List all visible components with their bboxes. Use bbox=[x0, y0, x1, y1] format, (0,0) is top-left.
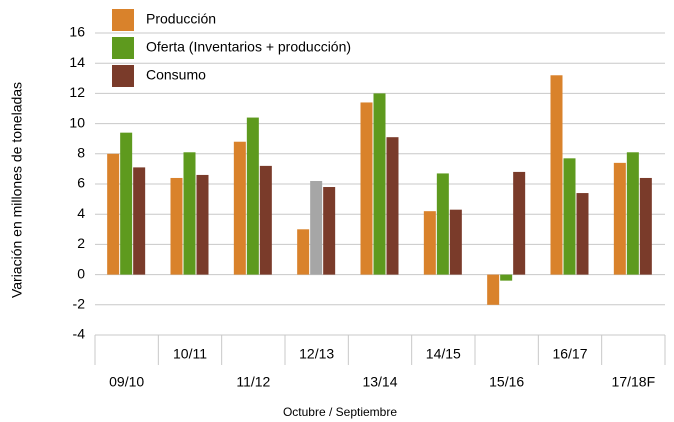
bar bbox=[487, 274, 500, 305]
y-tick-label: -2 bbox=[73, 296, 86, 312]
x-axis-label: Octubre / Septiembre bbox=[283, 405, 397, 419]
bar bbox=[500, 274, 513, 281]
bar bbox=[183, 152, 196, 275]
bar bbox=[233, 141, 246, 275]
legend-label: Consumo bbox=[146, 67, 206, 83]
bar bbox=[297, 229, 310, 275]
bar bbox=[449, 209, 462, 275]
y-tick-label: 10 bbox=[69, 114, 85, 130]
bar bbox=[563, 158, 576, 275]
x-tick-label: 15/16 bbox=[489, 374, 524, 390]
bar bbox=[386, 137, 399, 275]
y-tick-label: 8 bbox=[77, 145, 85, 161]
bar bbox=[259, 165, 272, 275]
bar bbox=[107, 153, 120, 275]
y-axis-label: Variación en millones de toneladas bbox=[9, 82, 25, 298]
y-tick-label: 6 bbox=[77, 175, 85, 191]
bar bbox=[436, 173, 449, 275]
x-tick-label: 13/14 bbox=[362, 374, 397, 390]
bar bbox=[550, 75, 563, 275]
bar bbox=[120, 132, 133, 275]
bar bbox=[423, 211, 436, 275]
legend-swatch bbox=[112, 9, 134, 31]
bar bbox=[626, 152, 639, 275]
y-tick-label: 12 bbox=[69, 84, 85, 100]
bar bbox=[513, 171, 526, 275]
bar bbox=[323, 187, 336, 275]
x-tick-label: 09/10 bbox=[109, 374, 144, 390]
bar bbox=[133, 167, 146, 275]
legend-swatch bbox=[112, 65, 134, 87]
x-tick-label: 14/15 bbox=[426, 346, 461, 362]
x-tick-label: 10/11 bbox=[173, 346, 207, 362]
bar bbox=[196, 174, 209, 275]
x-tick-label: 11/12 bbox=[236, 374, 270, 390]
y-tick-label: 0 bbox=[77, 265, 85, 281]
bar bbox=[246, 117, 259, 275]
x-tick-label: 17/18F bbox=[612, 374, 656, 390]
y-tick-label: 16 bbox=[69, 24, 85, 40]
x-tick-label: 16/17 bbox=[552, 346, 587, 362]
y-tick-label: 4 bbox=[77, 205, 85, 221]
legend-label: Producción bbox=[146, 11, 216, 27]
legend-label: Oferta (Inventarios + producción) bbox=[146, 39, 351, 55]
bar bbox=[639, 177, 652, 275]
y-tick-label: 14 bbox=[69, 54, 85, 70]
legend-swatch bbox=[112, 37, 134, 59]
x-tick-label: 12/13 bbox=[299, 346, 334, 362]
bar bbox=[613, 162, 626, 275]
y-tick-label: 2 bbox=[77, 235, 85, 251]
bar bbox=[576, 193, 589, 275]
bar bbox=[360, 102, 373, 275]
bar bbox=[170, 177, 183, 275]
y-tick-label: -4 bbox=[73, 326, 86, 342]
bar bbox=[373, 93, 386, 275]
bar bbox=[310, 180, 323, 275]
